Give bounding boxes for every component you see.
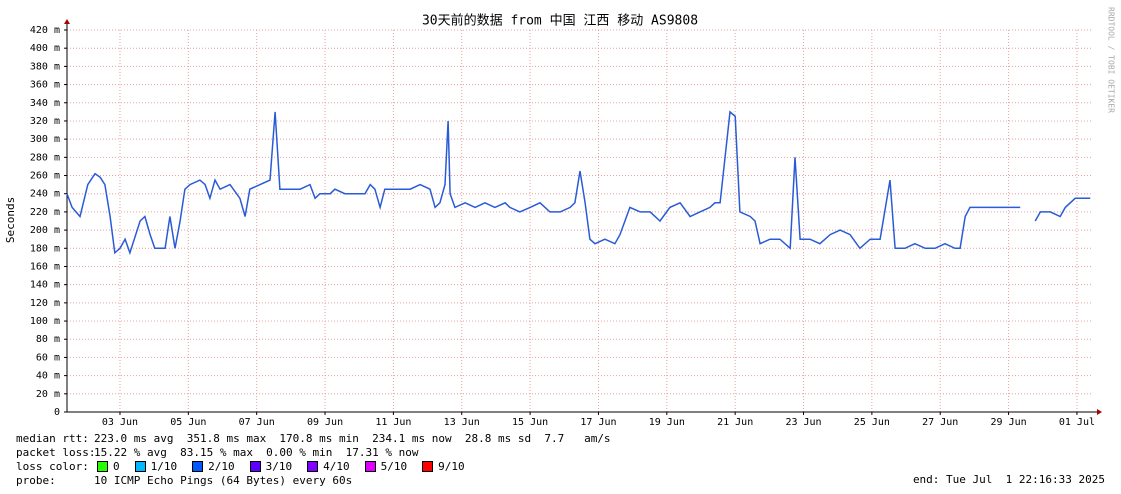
x-tick-label: 09 Jun — [307, 417, 343, 428]
loss-color-swatch — [364, 460, 376, 472]
y-tick-label: 40 m — [36, 371, 60, 382]
loss-color-row: loss color: 0 1/10 2/10 3/10 4/10 5/10 9/10 — [16, 459, 477, 473]
loss-color-item: 2/10 — [189, 460, 235, 473]
y-tick-label: 60 m — [36, 352, 60, 363]
loss-color-name: 9/10 — [438, 459, 465, 473]
x-tick-label: 29 Jun — [991, 417, 1027, 428]
loss-color-item: 0 — [94, 460, 120, 473]
loss-color-name: 4/10 — [323, 459, 350, 473]
x-tick-label: 15 Jun — [512, 417, 548, 428]
loss-color-item: 3/10 — [247, 459, 293, 473]
y-tick-label: 200 m — [30, 225, 60, 236]
x-tick-label: 19 Jun — [649, 417, 685, 428]
loss-color-item: 1/10 — [132, 459, 178, 473]
loss-stats: 15.22 % avg 83.15 % max 0.00 % min 17.31… — [94, 445, 419, 459]
x-tick-label: 05 Jun — [170, 417, 206, 428]
y-tick-label: 20 m — [36, 389, 60, 400]
y-tick-label: 180 m — [30, 243, 60, 254]
loss-color-swatch — [307, 460, 319, 472]
y-tick-label: 280 m — [30, 152, 60, 163]
y-tick-label: 420 m — [30, 25, 60, 36]
y-axis-arrow — [64, 19, 70, 24]
loss-label: packet loss: — [16, 445, 96, 459]
probe-text: 10 ICMP Echo Pings (64 Bytes) every 60s — [94, 473, 353, 487]
y-tick-label: 380 m — [30, 61, 60, 72]
x-tick-label: 11 Jun — [375, 417, 411, 428]
loss-color-name: 5/10 — [380, 459, 408, 473]
y-tick-label: 160 m — [30, 261, 60, 272]
y-tick-label: 340 m — [30, 98, 60, 109]
loss-color-name: 2/10 — [208, 459, 235, 473]
x-tick-label: 01 Jul — [1059, 417, 1095, 428]
y-axis-label: Seconds — [4, 197, 17, 243]
y-tick-label: 400 m — [30, 43, 60, 54]
x-tick-label: 07 Jun — [239, 417, 275, 428]
loss-color-swatch — [134, 460, 146, 472]
loss-color-item: 4/10 — [304, 460, 350, 473]
loss-color-swatch — [422, 460, 434, 472]
y-tick-label: 80 m — [36, 334, 60, 345]
loss-color-swatch — [249, 460, 261, 472]
chart-title: 30天前的数据 from 中国 江西 移动 AS9808 — [422, 13, 698, 29]
loss-color-label: loss color: — [16, 459, 89, 473]
probe-label: probe: — [16, 473, 56, 487]
y-tick-label: 0 — [54, 407, 60, 418]
rtt-row: median rtt: 223.0 ms avg 351.8 ms max 170… — [16, 431, 611, 445]
loss-row: packet loss: 15.22 % avg 83.15 % max 0.00… — [16, 445, 419, 459]
loss-color-item: 9/10 — [419, 460, 465, 473]
x-tick-label: 21 Jun — [717, 417, 753, 428]
y-tick-label: 260 m — [30, 171, 60, 182]
y-tick-label: 240 m — [30, 189, 60, 200]
y-tick-label: 320 m — [30, 116, 60, 127]
median-line — [66, 110, 1091, 256]
probe-row: probe: 10 ICMP Echo Pings (64 Bytes) ever… — [16, 473, 352, 487]
x-tick-label: 03 Jun — [102, 417, 138, 428]
chart: 30天前的数据 from 中国 江西 移动 AS9808 Seconds RRD… — [4, 7, 1116, 428]
y-tick-label: 220 m — [30, 207, 60, 218]
loss-color-swatch — [97, 460, 108, 472]
loss-color-swatch — [192, 460, 204, 472]
y-tick-label: 100 m — [30, 316, 60, 327]
end-time: end: Tue Jul 1 22:16:33 2025 — [912, 473, 1105, 486]
loss-color-name: 1/10 — [150, 459, 178, 473]
y-tick-label: 140 m — [30, 280, 60, 291]
x-tick-label: 25 Jun — [854, 417, 890, 428]
y-tick-label: 300 m — [30, 134, 60, 145]
x-axis-arrow — [1097, 409, 1102, 415]
x-tick-label: 17 Jun — [580, 417, 616, 428]
y-tick-label: 120 m — [30, 298, 60, 309]
watermark: RRDTOOL / TOBI OETIKER — [1107, 7, 1116, 113]
x-tick-label: 27 Jun — [922, 417, 958, 428]
loss-color-name: 3/10 — [265, 459, 293, 473]
loss-color-name: 0 — [113, 459, 120, 473]
loss-color-item: 5/10 — [362, 459, 408, 473]
rtt-stats: 223.0 ms avg 351.8 ms max 170.8 ms min 2… — [94, 431, 611, 445]
rtt-label: median rtt: — [16, 431, 89, 445]
y-tick-label: 360 m — [30, 80, 60, 91]
x-tick-label: 23 Jun — [785, 417, 821, 428]
x-tick-label: 13 Jun — [444, 417, 480, 428]
